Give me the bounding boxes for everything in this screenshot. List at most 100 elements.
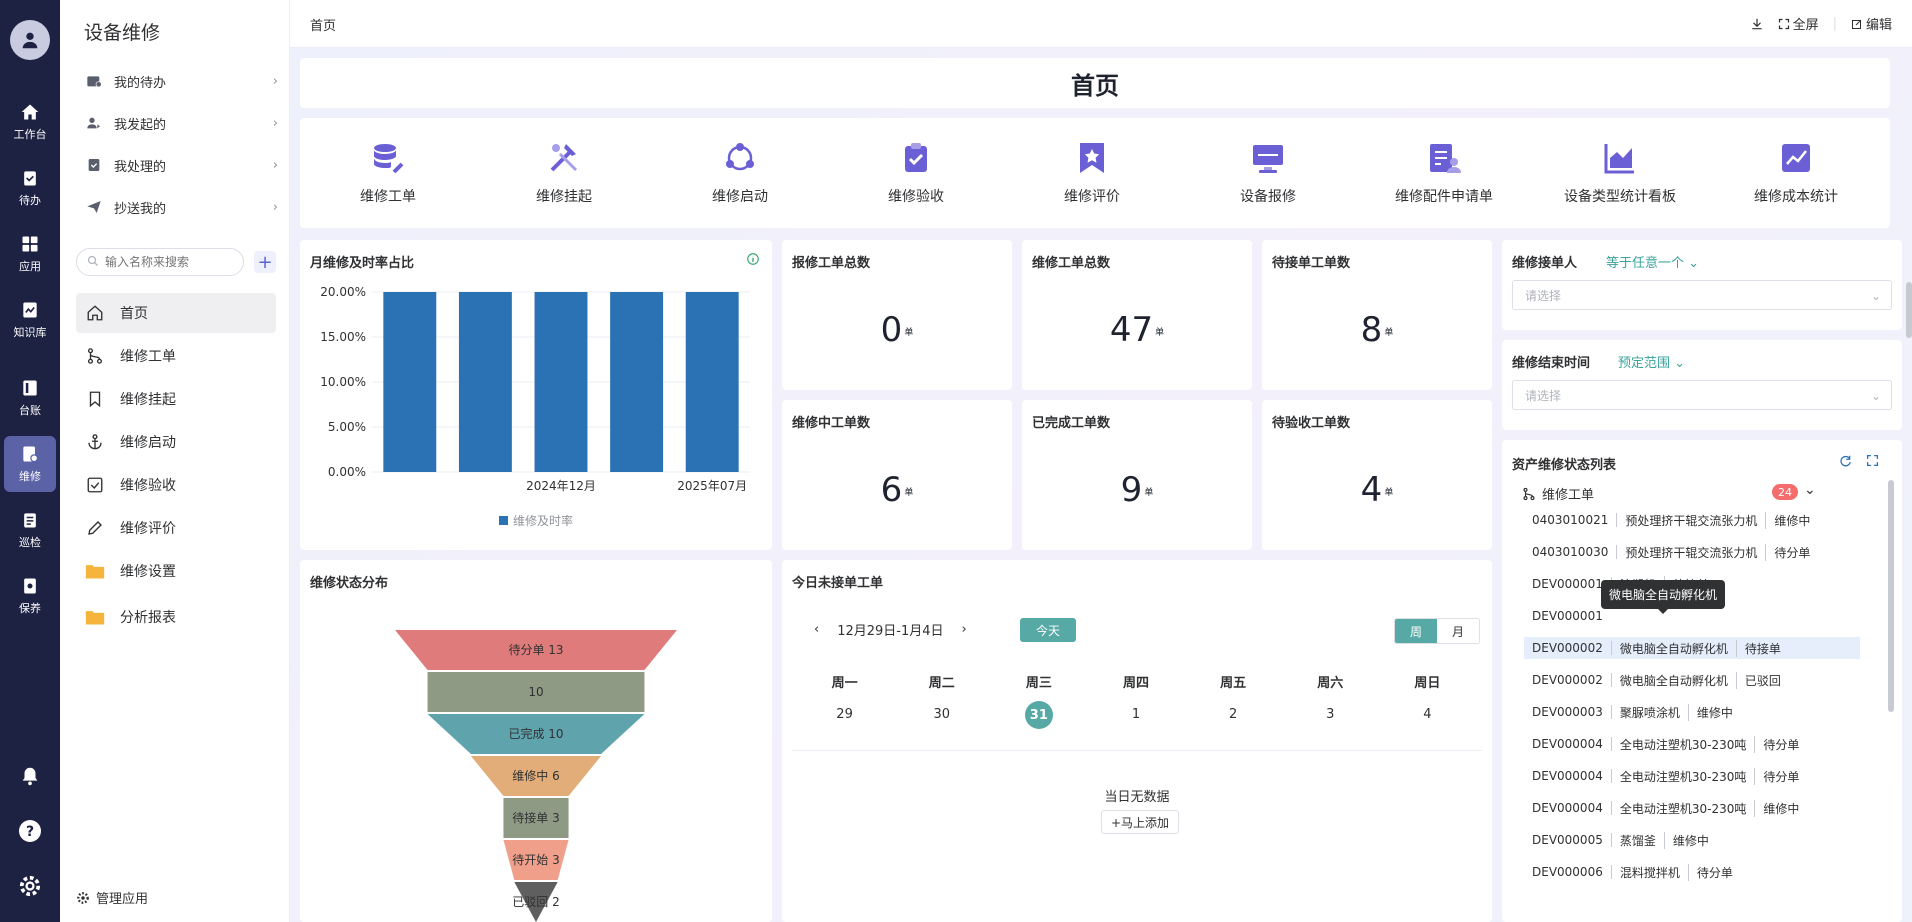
end-time-select[interactable]: 请选择 ⌄: [1512, 380, 1892, 410]
funnel-stage-label: 已驳回 2: [512, 895, 559, 909]
sidebar-link-initiated[interactable]: 我发起的 ›: [84, 108, 284, 138]
x-tick-label: 2025年07月: [677, 479, 747, 493]
row-code: DEV000002: [1524, 641, 1612, 655]
refresh-icon[interactable]: [1838, 454, 1852, 468]
fullscreen-icon: [1778, 18, 1789, 29]
nav-item-repair-suspend[interactable]: 维修挂起: [76, 379, 276, 419]
date-cell-today[interactable]: 31: [990, 701, 1087, 729]
tree-group-label: 维修工单: [1542, 488, 1595, 503]
list-item[interactable]: DEV000001: [1524, 605, 1860, 627]
weekday-label: 周六: [1317, 676, 1344, 691]
list-item[interactable]: DEV000004 全电动注塑机30-230吨 维修中: [1524, 797, 1860, 819]
date-cell[interactable]: 2: [1228, 707, 1238, 722]
chevron-left-icon[interactable]: ‹: [814, 622, 820, 637]
shortcut-repair-cost[interactable]: 维修成本统计: [1708, 118, 1884, 228]
shortcut-device-type-board[interactable]: 设备类型统计看板: [1532, 118, 1708, 228]
today-button[interactable]: 今天: [1020, 618, 1076, 642]
edit-button[interactable]: 编辑: [1851, 14, 1892, 33]
date-cell[interactable]: 29: [836, 707, 853, 722]
shortcut-repair-acceptance[interactable]: 维修验收: [828, 118, 1004, 228]
funnel-stage[interactable]: [503, 798, 569, 838]
tree-group-repair-order[interactable]: 维修工单: [1522, 484, 1594, 503]
list-item[interactable]: DEV000004 全电动注塑机30-230吨 待分单: [1524, 765, 1860, 787]
stat-unit: 单: [904, 488, 914, 498]
rail-item-knowledge[interactable]: 知识库: [4, 292, 56, 348]
date-cell[interactable]: 3: [1326, 707, 1335, 722]
view-month-button[interactable]: 月: [1451, 624, 1464, 639]
stat-unit: 单: [1155, 328, 1165, 338]
bar[interactable]: [383, 292, 437, 472]
nav-item-repair-settings[interactable]: 维修设置: [76, 551, 276, 591]
sidebar-link-my-todo[interactable]: 我的待办 ›: [84, 66, 284, 96]
list-item[interactable]: DEV000005 蒸馏釜 维修中: [1524, 829, 1860, 851]
shortcut-repair-evaluation[interactable]: 维修评价: [1004, 118, 1180, 228]
sidebar-link-cc[interactable]: 抄送我的 ›: [84, 192, 284, 222]
shortcut-repair-suspend[interactable]: 维修挂起: [476, 118, 652, 228]
manage-app-link[interactable]: 管理应用: [76, 888, 148, 907]
list-item[interactable]: DEV000002 微电脑全自动孵化机 已驳回: [1524, 669, 1860, 691]
bar[interactable]: [458, 292, 512, 472]
list-item[interactable]: DEV000004 全电动注塑机30-230吨 待分单: [1524, 733, 1860, 755]
settings-icon[interactable]: [18, 874, 42, 898]
list-item[interactable]: DEV000006 混料搅拌机 待分单: [1524, 861, 1860, 883]
shortcut-repair-order[interactable]: 维修工单: [300, 118, 476, 228]
rail-item-apps[interactable]: 应用: [4, 226, 56, 282]
funnel-stage[interactable]: [470, 756, 602, 796]
help-icon[interactable]: ?: [18, 819, 42, 843]
row-code: 0403010030: [1524, 545, 1618, 559]
nav-item-home[interactable]: 首页: [76, 293, 276, 333]
date-cell[interactable]: 1: [1131, 707, 1141, 722]
funnel-stage[interactable]: [427, 714, 645, 754]
view-week-button[interactable]: 周: [1395, 619, 1437, 643]
avatar[interactable]: [10, 20, 50, 60]
fullscreen-button[interactable]: 全屏: [1778, 14, 1819, 33]
bar[interactable]: [685, 292, 739, 472]
rail-item-workbench[interactable]: 工作台: [4, 94, 56, 150]
nav-item-repair-order[interactable]: 维修工单: [76, 336, 276, 376]
bar[interactable]: [534, 292, 588, 472]
expand-icon[interactable]: [1866, 454, 1879, 467]
funnel-stage[interactable]: [514, 882, 558, 922]
rail-item-todo[interactable]: 待办: [4, 160, 56, 216]
list-item-highlighted[interactable]: DEV000002 微电脑全自动孵化机 待接单: [1524, 637, 1860, 659]
shortcut-parts-request[interactable]: 维修配件申请单: [1356, 118, 1532, 228]
shortcut-report-repair[interactable]: 设备报修: [1180, 118, 1356, 228]
nav-item-repair-acceptance[interactable]: 维修验收: [76, 465, 276, 505]
info-icon[interactable]: [746, 252, 760, 266]
sidebar-search-input[interactable]: [105, 255, 225, 269]
add-now-button[interactable]: +马上添加: [1101, 810, 1179, 834]
page-scrollbar[interactable]: [1906, 282, 1912, 338]
list-scrollbar[interactable]: [1888, 480, 1894, 712]
rail-item-repair[interactable]: 维修: [4, 436, 56, 492]
assignee-select[interactable]: 请选择 ⌄: [1512, 280, 1892, 310]
funnel-stage[interactable]: [503, 840, 569, 880]
nav-item-repair-evaluation[interactable]: 维修评价: [76, 508, 276, 548]
chevron-down-icon[interactable]: ⌄: [1804, 482, 1816, 498]
sidebar-search[interactable]: [76, 248, 244, 276]
rail-item-ledger[interactable]: 台账: [4, 370, 56, 426]
download-button[interactable]: [1750, 17, 1764, 31]
add-app-button[interactable]: +: [254, 251, 276, 273]
shortcut-label: 设备报修: [1240, 189, 1296, 205]
list-item[interactable]: DEV000003 聚脲喷涂机 维修中: [1524, 701, 1860, 723]
filter-mode-dropdown[interactable]: 等于任意一个 ⌄: [1606, 252, 1699, 271]
funnel-stage[interactable]: [395, 630, 677, 670]
chevron-right-icon[interactable]: ›: [961, 622, 967, 637]
nav-item-reports[interactable]: 分析报表: [76, 597, 276, 637]
date-cell[interactable]: 30: [933, 707, 950, 722]
bell-icon[interactable]: [18, 764, 42, 788]
home-icon: [21, 104, 39, 120]
rail-item-maintain[interactable]: 保养: [4, 568, 56, 624]
row-name: 微电脑全自动孵化机: [1612, 671, 1737, 689]
filter-mode-dropdown[interactable]: 预定范围 ⌄: [1618, 352, 1685, 371]
funnel-stage[interactable]: [427, 672, 645, 712]
rail-item-inspect[interactable]: 巡检: [4, 502, 56, 558]
shortcut-repair-start[interactable]: 维修启动: [652, 118, 828, 228]
bar[interactable]: [610, 292, 664, 472]
date-cell[interactable]: 4: [1423, 707, 1432, 722]
list-item[interactable]: 0403010030 预处理挤干辊交流张力机 待分单: [1524, 541, 1860, 563]
list-item[interactable]: 0403010021 预处理挤干辊交流张力机 维修中: [1524, 509, 1860, 531]
nav-item-repair-start[interactable]: 维修启动: [76, 422, 276, 462]
sidebar-link-handled[interactable]: 我处理的 ›: [84, 150, 284, 180]
bar-chart-card: 月维修及时率占比 20.00% 15.00% 10.00% 5.00% 0.00% 202…: [300, 240, 772, 550]
